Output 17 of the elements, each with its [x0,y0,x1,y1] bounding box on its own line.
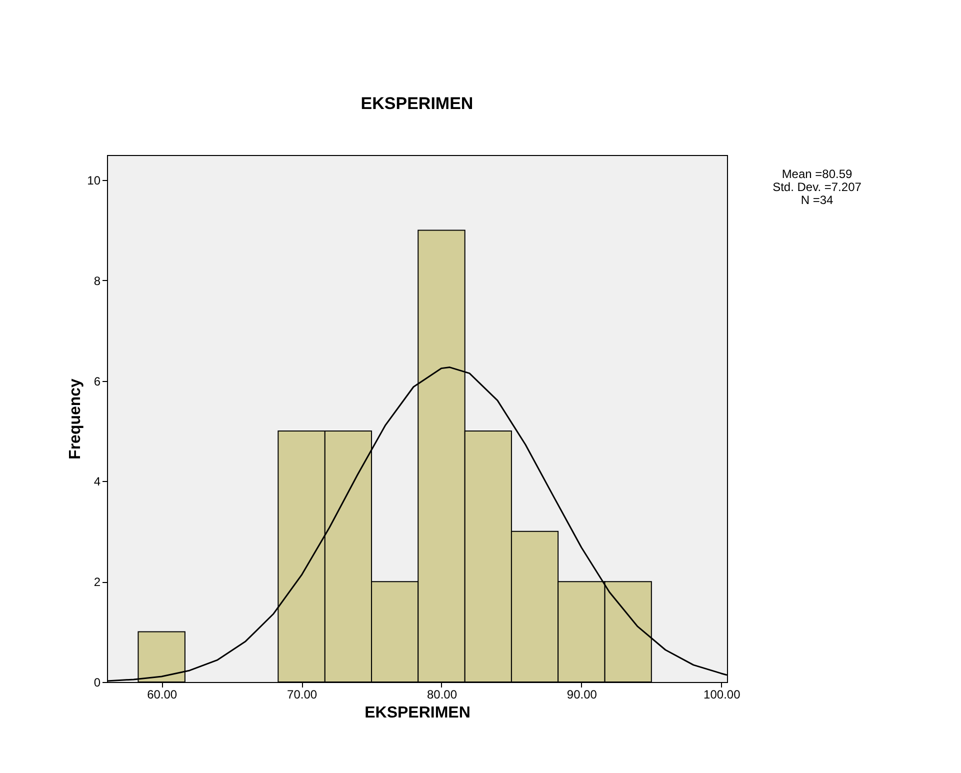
chart-title: EKSPERIMEN [360,94,474,113]
text: Std. Dev. =7.207 [772,180,862,194]
y-axis-title: Frequency [67,378,84,460]
x-tick-label: 60.00 [147,688,178,702]
x-tick-label: 80.00 [426,688,458,702]
y-tick-label: 10 [87,174,101,188]
x-tick-label: 100.00 [704,688,741,702]
x-axis-title: EKSPERIMEN [364,704,470,722]
x-tick-label: 90.00 [566,688,598,702]
y-tick-label: 8 [94,274,101,288]
x-tick-label: 70.00 [287,688,318,702]
y-tick-label: 6 [94,374,101,388]
y-tick-label: 0 [94,676,101,690]
text: N =34 [800,193,834,207]
text: Mean =80.59 [782,167,853,181]
y-tick-label: 4 [94,474,101,489]
y-tick-label: 2 [94,575,101,590]
